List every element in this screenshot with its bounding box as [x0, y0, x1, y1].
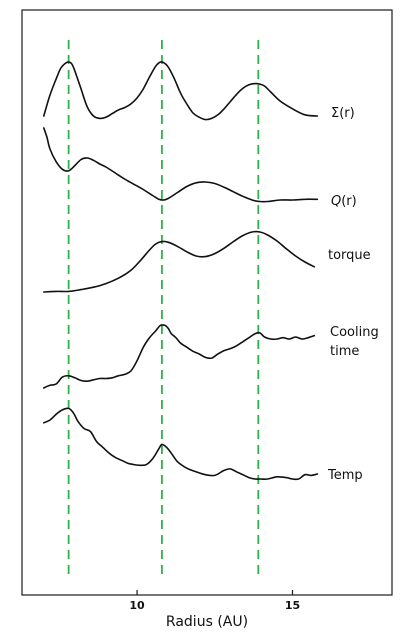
series-line-5	[43, 407, 319, 481]
series-label-2: Q(r)	[331, 194, 357, 209]
series-label-4: Cooling	[330, 325, 379, 340]
series-label-3: torque	[328, 248, 371, 263]
series-line-3	[43, 230, 316, 293]
guide-lines	[67, 40, 260, 578]
series-line-1	[43, 60, 319, 121]
series-label-4-line2: time	[330, 344, 359, 359]
series-labels: Σ(r) Q(r) torque Cooling time Temp	[327, 106, 379, 483]
series-curves	[43, 60, 319, 481]
series-line-4	[43, 324, 316, 389]
series-line-2	[43, 127, 319, 203]
plot-frame	[21, 9, 393, 596]
series-label-1: Σ(r)	[331, 106, 355, 121]
x-tick-label-1: 10	[129, 599, 145, 612]
x-tick-label-2: 15	[285, 599, 300, 612]
series-label-5: Temp	[327, 468, 363, 483]
x-axis-ticks: 10 15	[129, 590, 300, 612]
x-axis-label: Radius (AU)	[166, 614, 248, 630]
